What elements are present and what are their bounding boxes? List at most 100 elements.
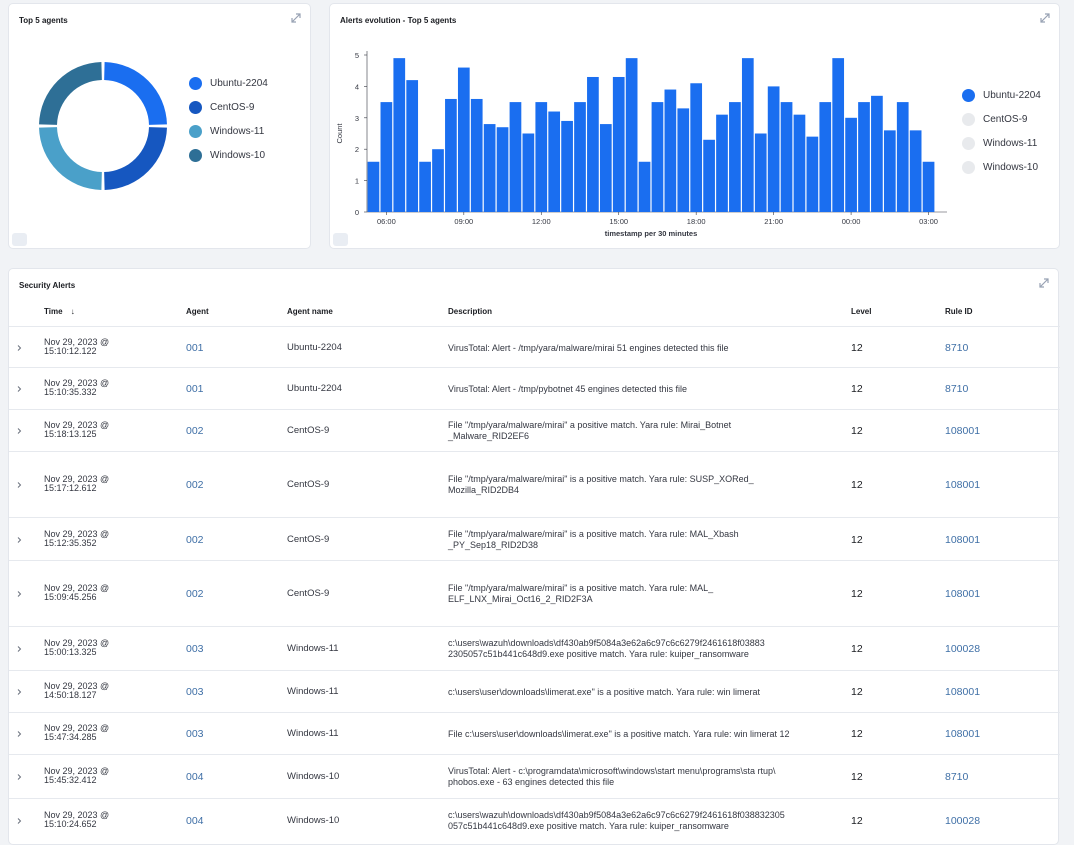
bar[interactable] [677,108,690,212]
bar[interactable] [548,111,561,212]
expand-row-chevron-icon[interactable] [15,773,23,781]
bar[interactable] [922,161,935,212]
rule-id-link[interactable]: 100028 [945,644,980,655]
bar[interactable] [858,102,870,212]
rule-id-link[interactable]: 108001 [945,426,980,437]
bar[interactable] [380,102,393,212]
bar[interactable] [496,127,509,212]
rule-id-link[interactable]: 108001 [945,480,980,491]
bar[interactable] [883,130,896,212]
expand-icon[interactable] [1039,12,1051,24]
expand-icon[interactable] [290,12,302,24]
expand-row-chevron-icon[interactable] [15,590,23,598]
legend-item[interactable]: Windows-11 [189,125,264,138]
bar[interactable] [599,124,612,212]
table-row[interactable]: Nov 29, 2023 @15:09:45.256 002 CentOS-9 Fil… [9,560,1060,626]
pie-slice[interactable] [39,62,102,125]
bar[interactable] [393,58,406,212]
bar[interactable] [625,58,638,212]
bar[interactable] [909,130,922,212]
bar[interactable] [741,58,754,212]
expand-row-chevron-icon[interactable] [15,536,23,544]
agent-id-link[interactable]: 002 [186,480,204,491]
agent-id-link[interactable]: 001 [186,342,204,353]
bar[interactable] [535,102,548,212]
bar[interactable] [574,102,586,212]
expand-row-chevron-icon[interactable] [15,481,23,489]
column-header-level[interactable]: Level [851,307,872,316]
column-header-time[interactable]: Time ↓ [44,307,75,316]
table-row[interactable]: Nov 29, 2023 @15:10:35.332 001 Ubuntu-2204… [9,367,1060,409]
agent-id-link[interactable]: 004 [186,772,204,783]
bar[interactable] [780,102,793,212]
sort-down-icon[interactable]: ↓ [70,307,75,316]
expand-row-chevron-icon[interactable] [15,385,23,393]
bar[interactable] [716,114,728,212]
agent-id-link[interactable]: 003 [186,644,204,655]
bar[interactable] [690,83,703,212]
column-header-description[interactable]: Description [448,307,493,316]
rule-id-link[interactable]: 8710 [945,342,968,353]
bar[interactable] [522,133,535,213]
bar[interactable] [470,98,483,212]
table-row[interactable]: Nov 29, 2023 @15:17:12.612 002 CentOS-9 Fil… [9,451,1060,517]
bar[interactable] [419,161,431,212]
legend-item[interactable]: Ubuntu-2204 [189,77,268,90]
table-row[interactable]: Nov 29, 2023 @15:12:35.352 002 CentOS-9 Fil… [9,517,1060,560]
table-row[interactable]: Nov 29, 2023 @15:45:32.412 004 Windows-10 V… [9,754,1060,798]
bar[interactable] [896,102,909,212]
bar[interactable] [612,76,625,212]
expand-row-chevron-icon[interactable] [15,427,23,435]
rule-id-link[interactable]: 108001 [945,589,980,600]
bar[interactable] [509,102,522,212]
bar[interactable] [703,139,715,212]
agent-id-link[interactable]: 003 [186,729,204,740]
bar[interactable] [367,161,380,212]
legend-item[interactable]: CentOS-9 [189,101,254,114]
agent-id-link[interactable]: 002 [186,534,204,545]
bar[interactable] [767,86,780,212]
expand-row-chevron-icon[interactable] [15,730,23,738]
table-row[interactable]: Nov 29, 2023 @14:50:18.127 003 Windows-11 c… [9,670,1060,712]
rule-id-link[interactable]: 108001 [945,729,980,740]
agent-id-link[interactable]: 004 [186,815,204,826]
rule-id-link[interactable]: 100028 [945,815,980,826]
rule-id-link[interactable]: 8710 [945,384,968,395]
legend-toggle-icon[interactable] [333,233,348,246]
pie-slice[interactable] [104,127,167,190]
bar[interactable] [754,133,767,213]
legend-item[interactable]: CentOS-9 [962,113,1027,126]
bar[interactable] [561,120,573,212]
bar[interactable] [651,102,664,212]
pie-slice[interactable] [104,62,167,125]
bar[interactable] [638,161,651,212]
bar[interactable] [871,95,883,212]
expand-row-chevron-icon[interactable] [15,688,23,696]
agent-id-link[interactable]: 002 [186,589,204,600]
expand-icon[interactable] [1038,277,1050,289]
legend-item[interactable]: Windows-10 [189,149,265,162]
rule-id-link[interactable]: 108001 [945,534,980,545]
column-header-agent-name[interactable]: Agent name [287,307,333,316]
rule-id-link[interactable]: 8710 [945,772,968,783]
table-row[interactable]: Nov 29, 2023 @15:00:13.325 003 Windows-11 c… [9,626,1060,670]
table-row[interactable]: Nov 29, 2023 @15:10:12.122 001 Ubuntu-2204… [9,326,1060,367]
legend-toggle-icon[interactable] [12,233,27,246]
bar[interactable] [832,58,845,212]
bar[interactable] [587,76,599,212]
bar[interactable] [483,124,496,212]
agent-id-link[interactable]: 001 [186,384,204,395]
expand-row-chevron-icon[interactable] [15,645,23,653]
legend-item[interactable]: Ubuntu-2204 [962,89,1041,102]
bar[interactable] [406,80,419,212]
table-row[interactable]: Nov 29, 2023 @15:10:24.652 004 Windows-10 c… [9,798,1060,841]
legend-item[interactable]: Windows-10 [962,161,1038,174]
column-header-rule-id[interactable]: Rule ID [945,307,973,316]
legend-item[interactable]: Windows-11 [962,137,1037,150]
pie-slice[interactable] [39,127,102,190]
bar[interactable] [664,89,677,212]
agent-id-link[interactable]: 002 [186,426,204,437]
rule-id-link[interactable]: 108001 [945,687,980,698]
bar[interactable] [729,102,741,212]
bar[interactable] [793,114,806,212]
